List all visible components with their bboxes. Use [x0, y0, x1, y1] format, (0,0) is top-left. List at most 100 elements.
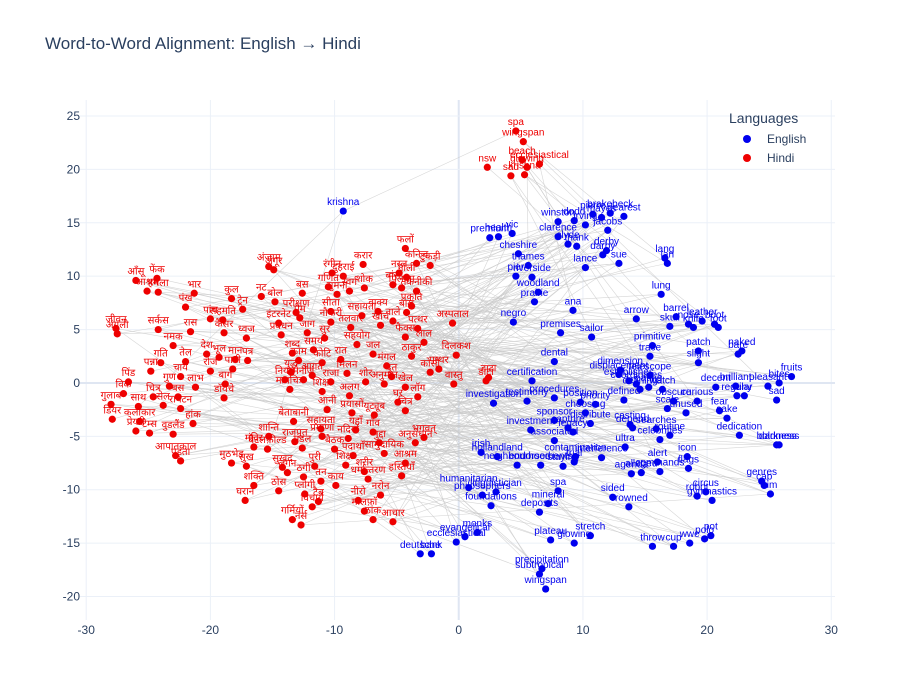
english-point[interactable]: [554, 487, 562, 495]
english-point[interactable]: [597, 454, 606, 462]
hindi-point[interactable]: [354, 496, 362, 505]
english-point[interactable]: [632, 380, 640, 388]
hindi-point[interactable]: [169, 341, 177, 350]
english-point[interactable]: [632, 315, 640, 323]
hindi-point[interactable]: [353, 340, 361, 349]
english-point[interactable]: [627, 470, 635, 478]
english-point[interactable]: [602, 246, 611, 255]
english-point[interactable]: [581, 264, 590, 272]
english-point[interactable]: [740, 392, 748, 400]
hindi-point[interactable]: [242, 462, 250, 470]
english-point[interactable]: [550, 416, 558, 424]
english-point[interactable]: [538, 565, 546, 573]
hindi-point[interactable]: [286, 385, 294, 393]
english-point[interactable]: [734, 350, 742, 358]
hindi-point[interactable]: [348, 409, 356, 417]
english-point[interactable]: [682, 409, 690, 417]
hindi-point[interactable]: [414, 393, 422, 401]
hindi-point[interactable]: [203, 350, 211, 358]
english-point[interactable]: [698, 317, 706, 325]
english-point[interactable]: [648, 542, 657, 550]
hindi-point[interactable]: [339, 272, 347, 280]
hindi-point[interactable]: [360, 467, 368, 476]
english-point[interactable]: [773, 396, 781, 404]
english-point[interactable]: [683, 453, 691, 461]
hindi-point[interactable]: [374, 307, 382, 316]
hindi-point[interactable]: [265, 432, 273, 440]
hindi-point[interactable]: [380, 380, 388, 388]
hindi-point[interactable]: [297, 521, 305, 529]
hindi-point[interactable]: [143, 287, 151, 295]
english-point[interactable]: [554, 233, 562, 241]
hindi-point[interactable]: [227, 459, 236, 467]
english-point[interactable]: [570, 458, 578, 466]
hindi-point[interactable]: [107, 400, 115, 408]
english-point[interactable]: [652, 425, 660, 433]
english-point[interactable]: [535, 508, 544, 516]
hindi-point[interactable]: [369, 516, 377, 524]
hindi-point[interactable]: [265, 262, 273, 271]
hindi-point[interactable]: [518, 156, 526, 164]
english-point[interactable]: [735, 431, 743, 439]
hindi-point[interactable]: [220, 329, 228, 337]
hindi-point[interactable]: [318, 387, 326, 396]
hindi-point[interactable]: [219, 316, 227, 324]
hindi-point[interactable]: [344, 434, 352, 443]
english-point[interactable]: [672, 313, 680, 321]
english-point[interactable]: [686, 539, 694, 547]
hindi-point[interactable]: [401, 244, 409, 253]
english-point[interactable]: [669, 397, 678, 405]
hindi-point[interactable]: [420, 338, 428, 346]
english-point[interactable]: [550, 437, 558, 445]
english-point[interactable]: [547, 536, 555, 544]
hindi-point[interactable]: [402, 273, 411, 281]
hindi-point[interactable]: [294, 356, 303, 365]
english-point[interactable]: [693, 397, 701, 405]
english-point[interactable]: [694, 359, 703, 367]
hindi-point[interactable]: [414, 324, 422, 333]
hindi-point[interactable]: [450, 380, 458, 388]
hindi-point[interactable]: [343, 369, 351, 377]
english-point[interactable]: [666, 431, 674, 439]
english-point[interactable]: [588, 333, 596, 341]
legend-label-hindi[interactable]: Hindi: [767, 151, 794, 165]
english-point[interactable]: [648, 341, 657, 350]
hindi-point[interactable]: [389, 281, 397, 289]
hindi-point[interactable]: [287, 368, 295, 376]
english-point[interactable]: [653, 458, 662, 466]
hindi-point[interactable]: [360, 284, 368, 292]
hindi-point[interactable]: [376, 491, 385, 499]
english-point[interactable]: [508, 229, 516, 238]
legend[interactable]: Languages English Hindi: [729, 110, 806, 165]
legend-label-english[interactable]: English: [767, 132, 806, 146]
hindi-point[interactable]: [317, 425, 325, 433]
hindi-point[interactable]: [370, 411, 378, 419]
hindi-point[interactable]: [181, 303, 190, 311]
english-point[interactable]: [609, 493, 617, 501]
hindi-point[interactable]: [376, 321, 385, 329]
hindi-point[interactable]: [318, 359, 326, 367]
english-point[interactable]: [509, 318, 517, 326]
english-point[interactable]: [637, 469, 645, 477]
hindi-point[interactable]: [154, 325, 162, 334]
hindi-point[interactable]: [241, 496, 249, 505]
hindi-point[interactable]: [364, 475, 372, 483]
hindi-point[interactable]: [153, 274, 161, 282]
english-point[interactable]: [570, 539, 578, 547]
hindi-point[interactable]: [407, 302, 416, 310]
english-point[interactable]: [493, 453, 501, 461]
legend-marker-hindi[interactable]: [743, 154, 751, 162]
hindi-point[interactable]: [242, 334, 250, 342]
english-point[interactable]: [478, 491, 486, 499]
hindi-point[interactable]: [330, 445, 339, 453]
hindi-point[interactable]: [448, 319, 457, 327]
hindi-point[interactable]: [176, 457, 185, 465]
english-point[interactable]: [564, 240, 572, 248]
english-point[interactable]: [732, 382, 740, 390]
english-point[interactable]: [694, 347, 703, 355]
english-point[interactable]: [684, 320, 693, 328]
english-point[interactable]: [775, 379, 783, 387]
english-point[interactable]: [764, 382, 772, 390]
english-point[interactable]: [581, 221, 590, 229]
hindi-point[interactable]: [263, 445, 272, 453]
